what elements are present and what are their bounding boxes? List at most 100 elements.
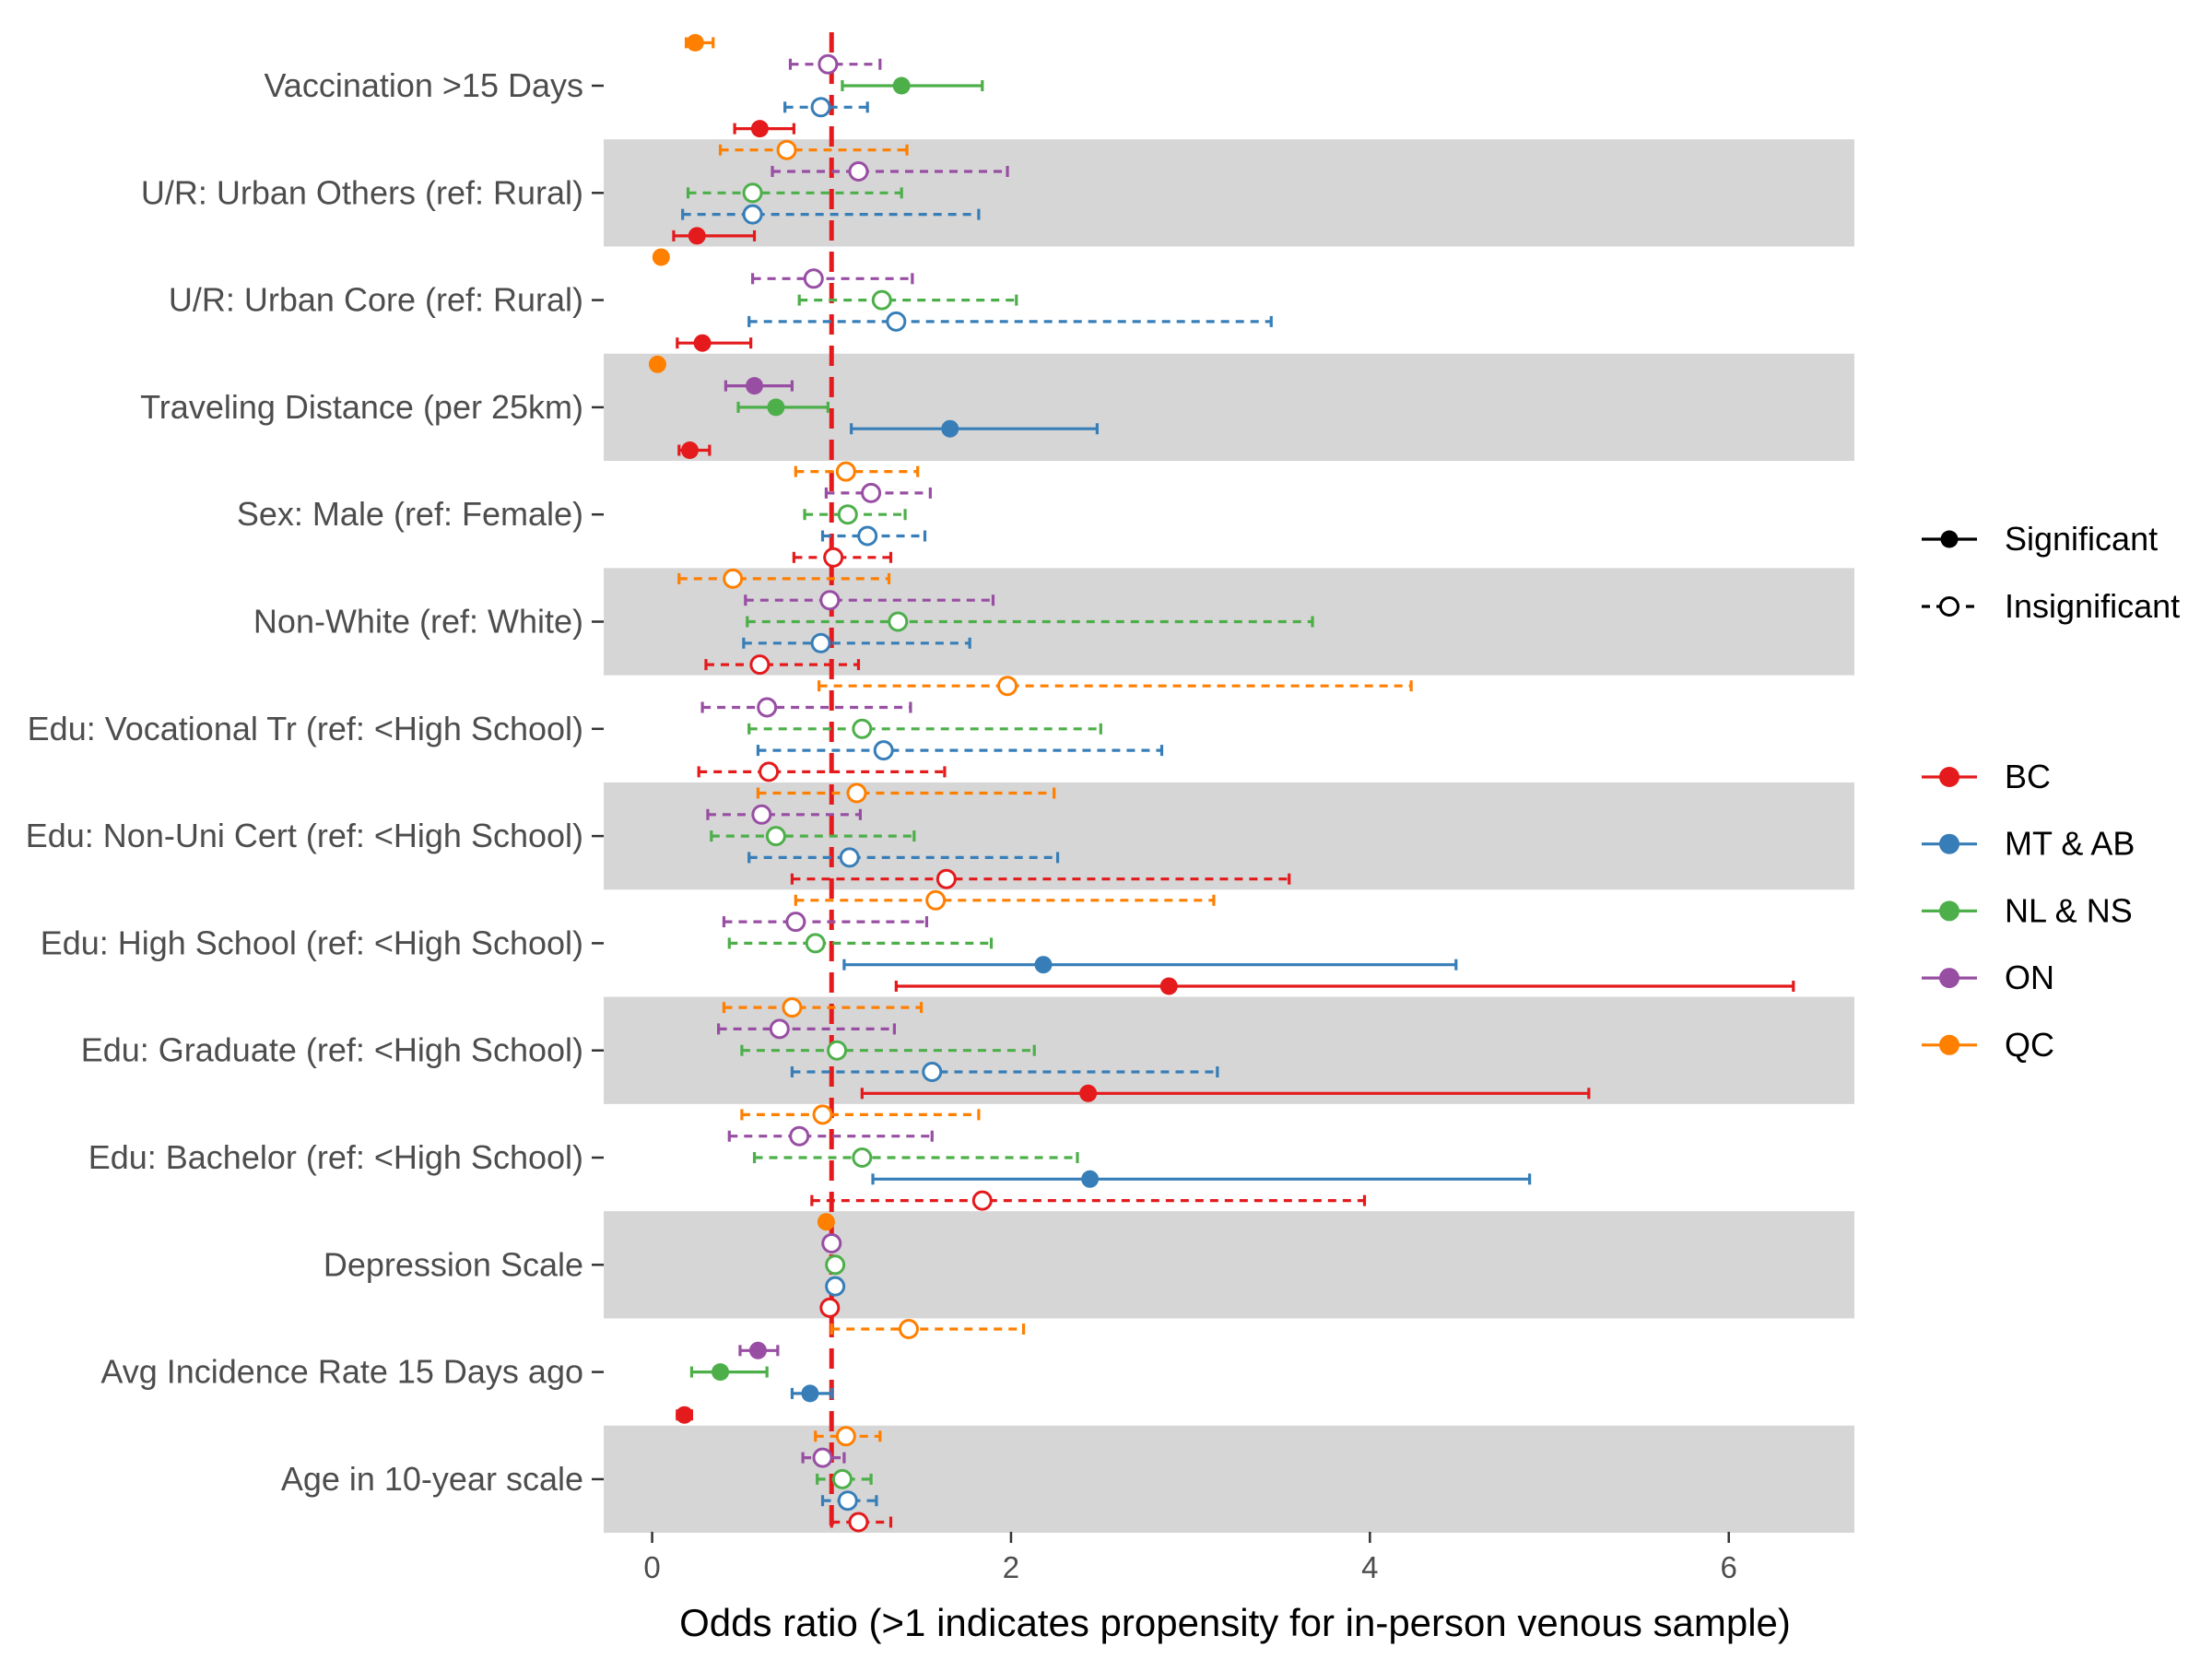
row-band — [604, 568, 1854, 676]
series-bc — [672, 120, 1795, 1533]
x-tick-label: 2 — [1003, 1550, 1019, 1584]
data-point — [759, 761, 780, 782]
legend-color-label: NL & NS — [2005, 891, 2133, 929]
data-point — [1079, 1084, 1098, 1102]
data-point — [852, 1147, 873, 1168]
data-point — [801, 1384, 819, 1403]
data-point — [803, 268, 824, 289]
data-point — [941, 419, 959, 438]
row-bands — [604, 139, 1854, 1534]
data-point — [898, 1319, 919, 1339]
y-tick-label: Traveling Distance (per 25km) — [140, 388, 583, 426]
series-nl-ns — [686, 76, 1314, 1489]
data-point — [886, 311, 907, 332]
data-point — [827, 1040, 848, 1061]
series-qc — [648, 33, 1413, 1447]
data-point — [746, 377, 764, 395]
data-point — [757, 697, 778, 718]
data-point — [686, 33, 704, 52]
data-point — [871, 289, 892, 311]
data-point — [810, 632, 831, 653]
data-point — [751, 804, 772, 825]
data-point — [1081, 1170, 1100, 1188]
data-point — [817, 1213, 835, 1231]
y-tick-label: U/R: Urban Others (ref: Rural) — [141, 173, 583, 211]
data-point — [839, 847, 860, 868]
data-point — [848, 1512, 869, 1533]
legend-color-marker — [1939, 767, 1959, 787]
x-tick-label: 4 — [1361, 1550, 1378, 1584]
row-band — [604, 782, 1854, 890]
legend-linetype-marker — [1939, 596, 1959, 617]
data-point — [857, 525, 878, 547]
data-point — [789, 1125, 810, 1147]
y-tick-label: Non-White (ref: White) — [253, 603, 583, 641]
legend-color-label: MT & AB — [2005, 825, 2135, 863]
data-point — [680, 441, 699, 459]
y-tick-label: Edu: Graduate (ref: <High School) — [81, 1031, 583, 1069]
x-axis: 0 2 4 6 — [643, 1532, 1737, 1584]
data-point — [648, 355, 666, 373]
data-point — [848, 161, 869, 182]
legend-color-marker — [1939, 900, 1959, 922]
data-point — [805, 933, 826, 954]
data-point — [846, 782, 867, 804]
data-point — [785, 912, 806, 933]
data-point — [888, 611, 909, 632]
y-axis: Vaccination >15 Days U/R: Urban Others (r… — [26, 66, 604, 1498]
data-point — [835, 1426, 856, 1447]
data-point — [873, 740, 894, 761]
legend: Significant Insignificant BC MT & AB NL & NS… — [1922, 520, 2180, 1064]
data-point — [765, 826, 786, 847]
series-mt-ab — [681, 97, 1532, 1512]
data-point — [782, 997, 803, 1018]
y-tick-label: Edu: Vocational Tr (ref: <High School) — [28, 710, 583, 747]
legend-color-marker — [1939, 1034, 1959, 1055]
legend-linetype-label: Insignificant — [2005, 587, 2180, 625]
data-point — [925, 889, 947, 911]
data-point — [861, 482, 882, 503]
x-axis-label: Odds ratio (>1 indicates propensity for … — [679, 1601, 1791, 1644]
data-point — [748, 1341, 767, 1359]
data-point — [767, 398, 785, 417]
row-band — [604, 1211, 1854, 1319]
data-point — [819, 1297, 841, 1318]
series-on — [700, 53, 1009, 1468]
data-point — [852, 718, 873, 739]
y-tick-label: Vaccination >15 Days — [264, 66, 583, 104]
legend-color-marker — [1939, 968, 1959, 989]
data-point — [652, 248, 670, 266]
y-tick-label: Age in 10-year scale — [281, 1460, 583, 1498]
legend-linetype-label: Significant — [2005, 520, 2158, 558]
y-tick-label: Edu: Non-Uni Cert (ref: <High School) — [26, 817, 583, 854]
y-tick-label: U/R: Urban Core (ref: Rural) — [169, 281, 583, 319]
data-point — [837, 1490, 858, 1512]
data-point — [823, 547, 844, 568]
data-point — [825, 1254, 846, 1276]
data-point — [742, 182, 763, 204]
data-point — [825, 1276, 846, 1297]
series-group — [648, 33, 1795, 1533]
data-point — [776, 139, 797, 160]
data-point — [712, 1363, 730, 1382]
data-point — [971, 1190, 993, 1211]
data-point — [831, 1468, 853, 1489]
data-point — [723, 568, 744, 589]
data-point — [750, 120, 769, 138]
data-point — [837, 504, 858, 525]
legend-linetype-marker — [1940, 530, 1959, 548]
data-point — [1034, 956, 1053, 974]
data-point — [812, 1447, 833, 1468]
data-point — [693, 334, 712, 352]
data-point — [742, 204, 763, 225]
data-point — [769, 1018, 790, 1040]
data-point — [922, 1062, 943, 1082]
y-tick-label: Edu: High School (ref: <High School) — [41, 924, 583, 961]
y-tick-label: Depression Scale — [324, 1245, 583, 1283]
data-point — [819, 590, 841, 611]
data-point — [688, 227, 706, 245]
legend-color-label: ON — [2005, 959, 2054, 996]
data-point — [810, 97, 831, 118]
data-point — [835, 461, 856, 482]
